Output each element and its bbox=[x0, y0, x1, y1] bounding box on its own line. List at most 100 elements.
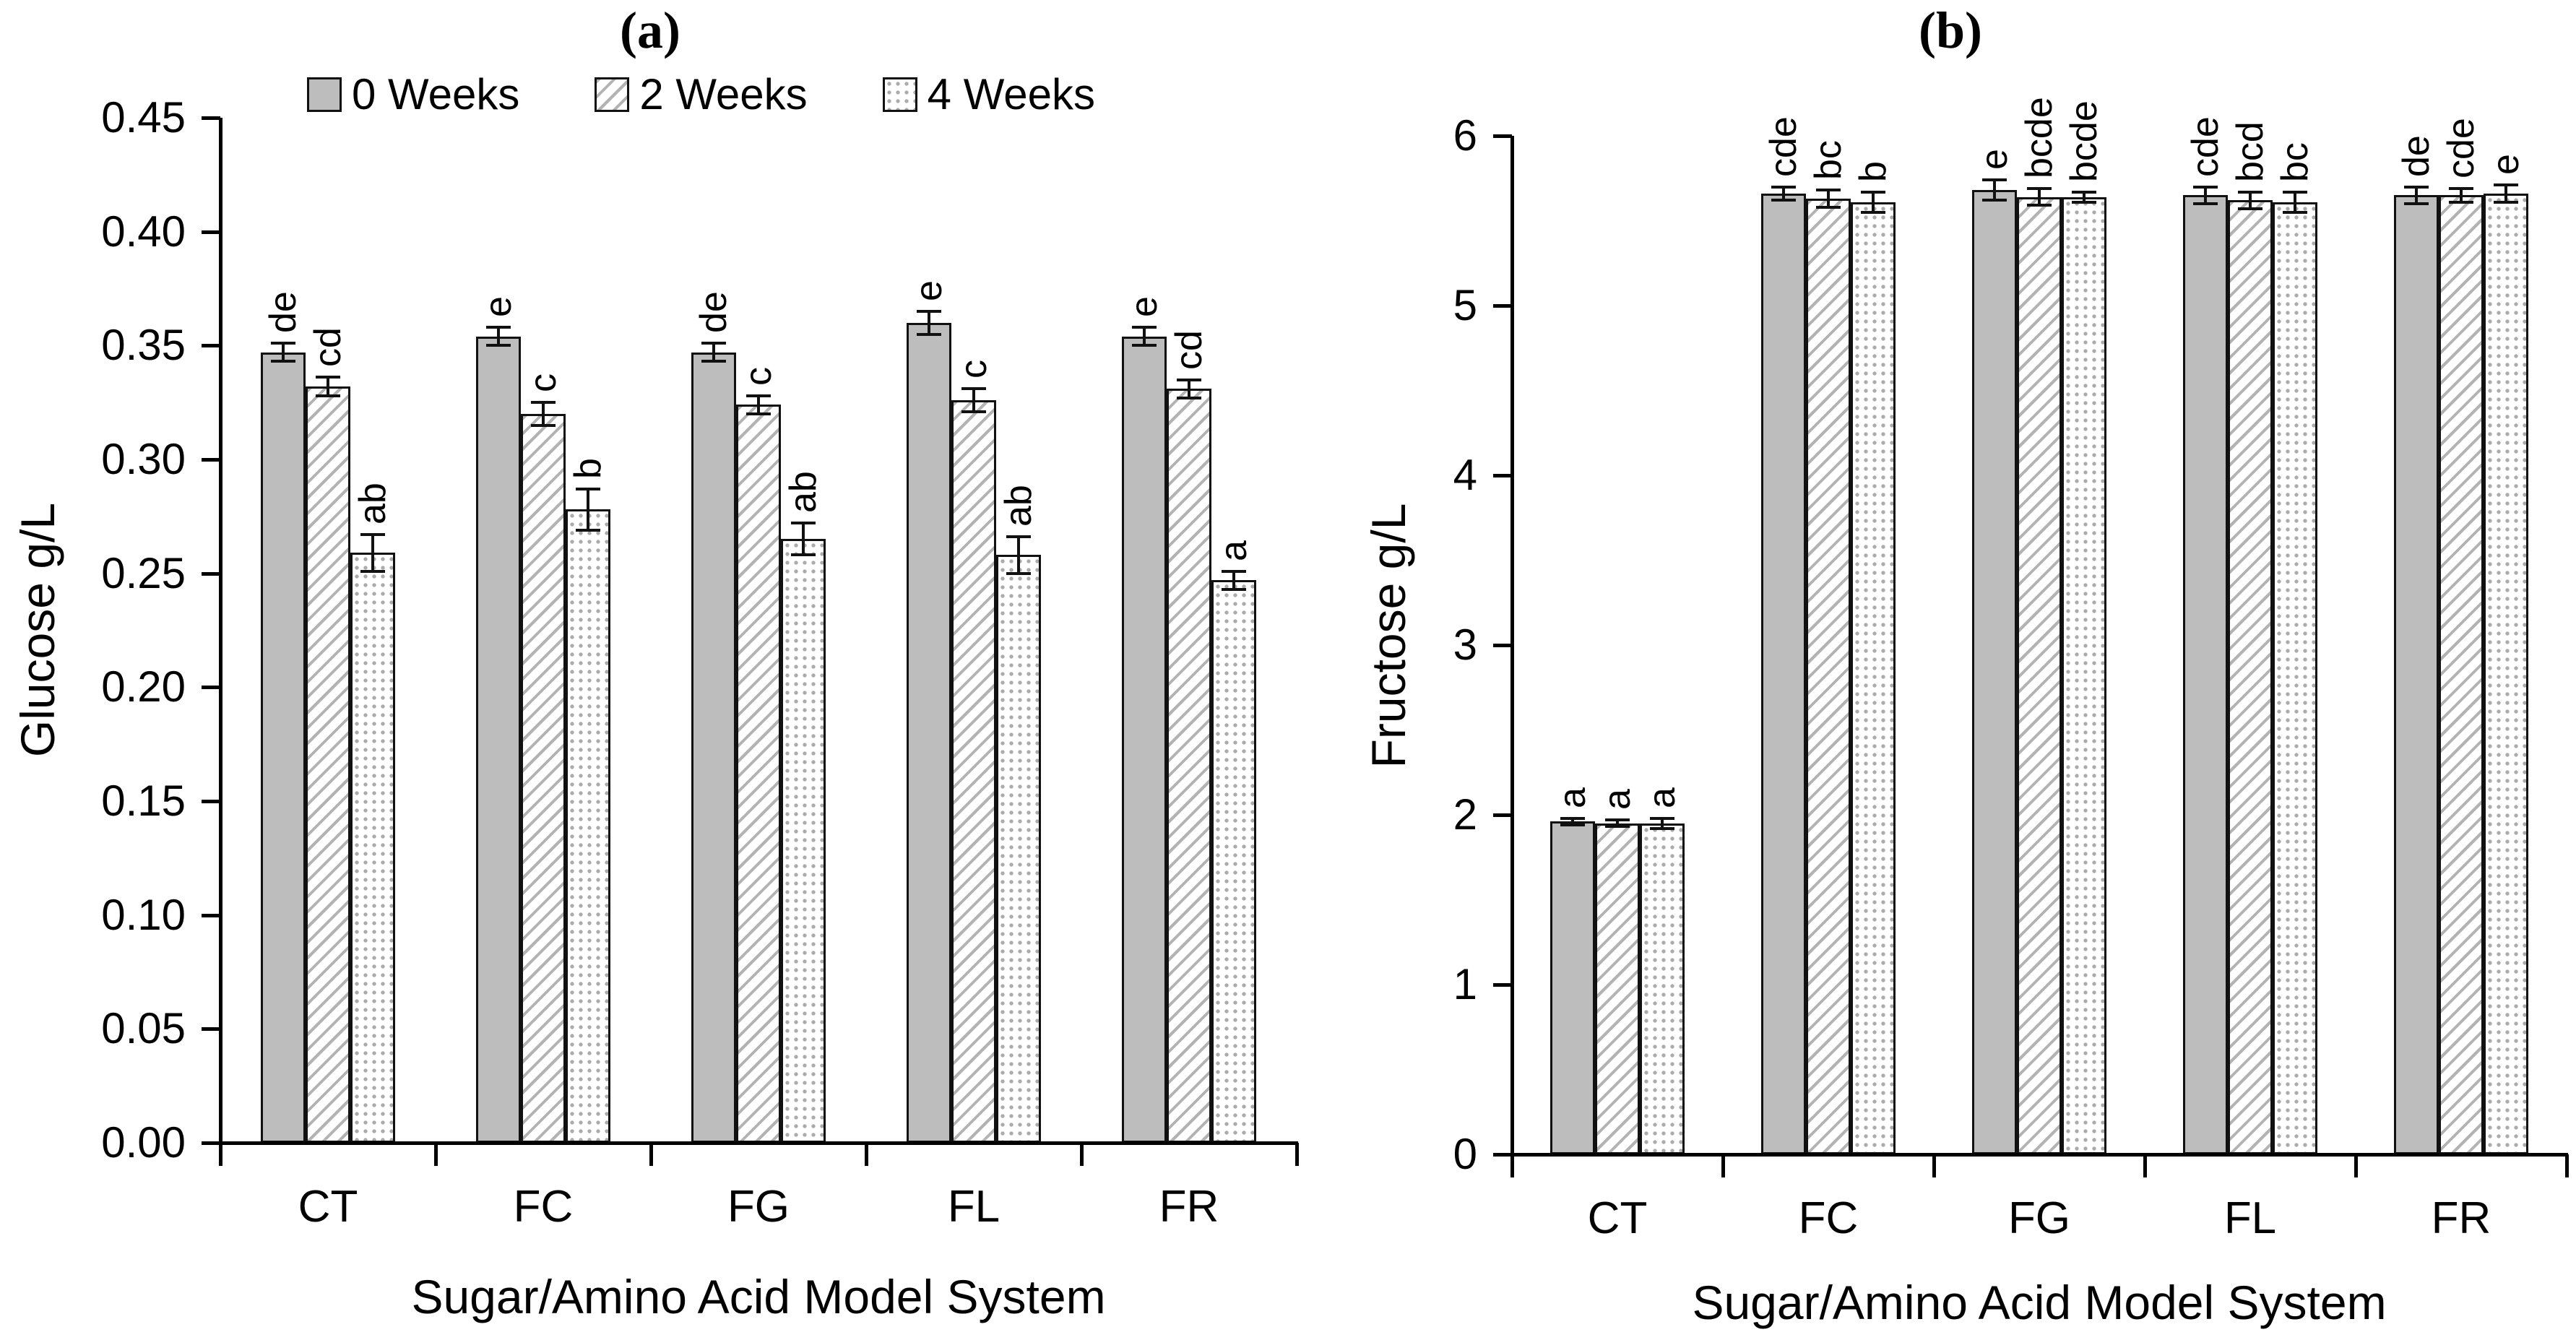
error-bar bbox=[1143, 327, 1146, 346]
y-tick bbox=[202, 458, 220, 462]
y-tick-label: 0.15 bbox=[101, 777, 186, 825]
category-label-FG: FG bbox=[2007, 1193, 2071, 1243]
bar-CT-4-weeks bbox=[350, 553, 395, 1143]
error-bar-cap-bottom bbox=[2027, 204, 2052, 207]
error-bar-cap-bottom bbox=[1560, 824, 1585, 827]
error-bar-cap-bottom bbox=[531, 423, 556, 427]
error-bar bbox=[1872, 191, 1875, 212]
x-tick bbox=[219, 1143, 222, 1166]
error-bar-cap-top bbox=[1861, 190, 1885, 194]
error-bar-cap-bottom bbox=[1006, 571, 1031, 575]
legend-label-2-weeks: 2 Weeks bbox=[639, 70, 808, 118]
error-bar bbox=[1017, 537, 1020, 574]
category-label-FC: FC bbox=[1798, 1193, 1859, 1243]
y-tick-label: 0.25 bbox=[101, 548, 186, 597]
legend-swatch-2-weeks-icon bbox=[595, 77, 630, 112]
bar-FR-0-weeks bbox=[2394, 195, 2439, 1154]
error-bar bbox=[282, 343, 285, 362]
x-tick bbox=[2354, 1154, 2358, 1177]
y-tick-label: 0.45 bbox=[101, 93, 186, 142]
bar-FC-0-weeks bbox=[476, 336, 521, 1143]
error-bar-cap-top bbox=[1132, 326, 1157, 329]
error-bar-cap-top bbox=[791, 522, 816, 525]
bar-CT-4-weeks bbox=[1640, 823, 1685, 1154]
error-bar-cap-top bbox=[1177, 378, 1201, 381]
category-label-FL: FL bbox=[947, 1182, 1000, 1232]
bar-FG-4-weeks bbox=[781, 539, 826, 1143]
error-bar bbox=[2204, 186, 2207, 204]
y-tick-label: 5 bbox=[1453, 281, 1477, 329]
error-bar-cap-top bbox=[2027, 186, 2052, 190]
error-bar-cap-bottom bbox=[1605, 825, 1630, 829]
bar-FG-4-weeks bbox=[2062, 196, 2106, 1154]
error-bar-cap-bottom bbox=[791, 553, 816, 557]
error-bar-cap-top bbox=[1650, 816, 1674, 820]
error-bar bbox=[2415, 186, 2418, 204]
y-tick-label: 0.00 bbox=[101, 1118, 186, 1167]
y-tick-label: 0.05 bbox=[101, 1004, 186, 1053]
bar-FR-4-weeks bbox=[2484, 193, 2528, 1154]
legend-item-0-weeks: 0 Weeks bbox=[307, 69, 519, 119]
y-axis-line bbox=[219, 118, 222, 1145]
error-bar-cap-top bbox=[2238, 190, 2262, 194]
legend-label-0-weeks: 0 Weeks bbox=[352, 70, 520, 118]
x-tick bbox=[2143, 1154, 2147, 1177]
category-label-FR: FR bbox=[2431, 1193, 2491, 1243]
error-bar-cap-top bbox=[1006, 535, 1031, 539]
error-bar bbox=[497, 327, 500, 346]
bar-CT-2-weeks bbox=[1595, 823, 1640, 1154]
error-bar bbox=[712, 343, 715, 362]
error-bar-cap-top bbox=[1816, 189, 1841, 192]
x-tick bbox=[434, 1143, 438, 1166]
error-bar-cap-bottom bbox=[1982, 199, 2007, 202]
y-tick-label: 0.30 bbox=[101, 435, 186, 483]
error-bar-cap-top bbox=[1982, 178, 2007, 182]
bar-FL-4-weeks bbox=[2273, 202, 2317, 1154]
category-label-FL: FL bbox=[2223, 1193, 2277, 1243]
category-label-FR: FR bbox=[1159, 1182, 1219, 1232]
y-tick-label: 0.40 bbox=[101, 207, 186, 256]
bar-FG-0-weeks bbox=[691, 352, 736, 1143]
error-bar-cap-bottom bbox=[2072, 200, 2096, 204]
error-bar-cap-top bbox=[917, 310, 941, 314]
y-tick bbox=[202, 913, 220, 917]
x-tick bbox=[2565, 1154, 2569, 1177]
y-tick bbox=[202, 1027, 220, 1032]
error-bar bbox=[1993, 180, 1996, 201]
error-bar-cap-top bbox=[271, 342, 295, 345]
y-tick-label: 0.35 bbox=[101, 321, 186, 370]
legend-item-2-weeks: 2 Weeks bbox=[595, 69, 808, 119]
legend: 0 Weeks 2 Weeks 4 Weeks bbox=[307, 69, 1095, 119]
bar-CT-0-weeks bbox=[261, 352, 306, 1143]
bar-CT-0-weeks bbox=[1550, 821, 1595, 1154]
x-tick bbox=[1721, 1154, 1725, 1177]
bar-FR-4-weeks bbox=[1211, 580, 1256, 1143]
bar-FL-0-weeks bbox=[907, 322, 951, 1143]
bar-FG-0-weeks bbox=[1972, 190, 2017, 1154]
y-tick bbox=[202, 344, 220, 348]
error-bar-cap-top bbox=[2283, 190, 2307, 194]
y-tick bbox=[202, 686, 220, 690]
y-tick-label: 4 bbox=[1453, 451, 1477, 499]
y-tick-label: 1 bbox=[1453, 960, 1477, 1008]
bar-CT-2-weeks bbox=[306, 386, 350, 1143]
error-bar-cap-top bbox=[360, 533, 385, 537]
error-bar bbox=[1232, 571, 1235, 589]
y-tick bbox=[202, 571, 220, 576]
error-bar-cap-bottom bbox=[1816, 205, 1841, 209]
error-bar bbox=[1616, 820, 1619, 827]
y-tick bbox=[1493, 813, 1512, 817]
bar-FC-2-weeks bbox=[1806, 198, 1851, 1154]
error-bar-cap-bottom bbox=[701, 360, 726, 363]
legend-label-4-weeks: 4 Weeks bbox=[927, 70, 1095, 118]
error-bar-cap-top bbox=[1222, 569, 1246, 573]
bar-FR-2-weeks bbox=[1167, 389, 1211, 1143]
x-tick bbox=[1932, 1154, 1936, 1177]
error-bar-cap-bottom bbox=[746, 412, 771, 415]
error-bar-cap-bottom bbox=[1132, 344, 1157, 347]
error-bar-cap-bottom bbox=[917, 332, 941, 336]
y-tick bbox=[1493, 644, 1512, 647]
bar-FC-4-weeks bbox=[566, 509, 610, 1143]
category-label-FC: FC bbox=[513, 1182, 574, 1232]
